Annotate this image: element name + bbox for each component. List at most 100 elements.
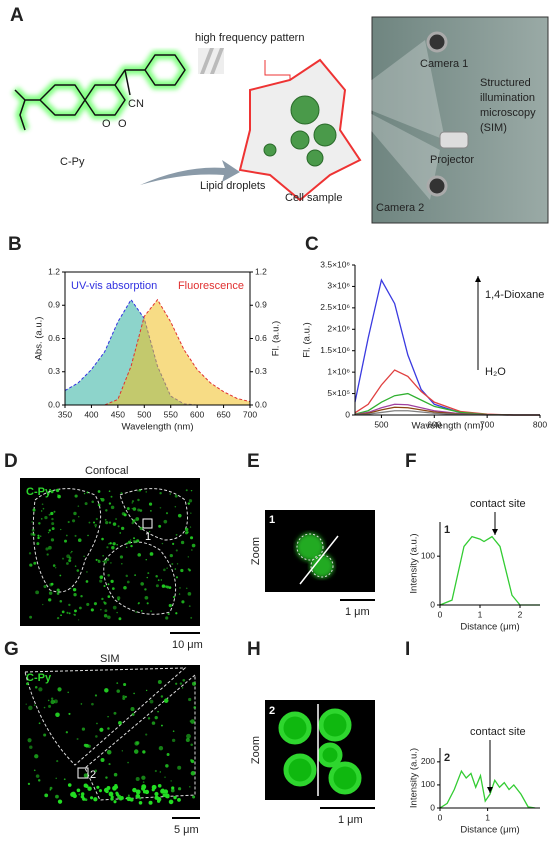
droplet bbox=[177, 798, 181, 802]
droplet bbox=[100, 757, 105, 762]
droplet bbox=[100, 497, 105, 502]
droplet bbox=[119, 532, 122, 534]
droplet bbox=[47, 531, 50, 534]
roi-label: 2 bbox=[269, 705, 275, 717]
droplet bbox=[60, 528, 62, 531]
x-tick-label: 1 bbox=[478, 609, 483, 619]
droplet bbox=[173, 795, 177, 800]
x-tick-label: 500 bbox=[374, 419, 388, 429]
annotation: contact site bbox=[470, 498, 526, 510]
droplet bbox=[131, 500, 135, 503]
droplet bbox=[122, 697, 126, 701]
y2-tick-label: 0.3 bbox=[255, 366, 267, 376]
droplet bbox=[190, 771, 196, 776]
x-tick-label: 350 bbox=[58, 409, 72, 419]
y-tick-label: 0 bbox=[430, 802, 435, 812]
droplet bbox=[73, 511, 77, 516]
droplet bbox=[116, 689, 120, 693]
droplet bbox=[159, 771, 161, 773]
droplet bbox=[190, 489, 193, 492]
droplet bbox=[66, 562, 69, 565]
droplet bbox=[130, 707, 135, 712]
droplet bbox=[190, 719, 195, 724]
droplet bbox=[137, 508, 141, 512]
droplet bbox=[175, 612, 178, 615]
panel-label: B bbox=[8, 234, 22, 255]
droplet bbox=[165, 764, 169, 768]
droplet bbox=[158, 746, 164, 751]
droplet bbox=[118, 617, 122, 621]
droplet bbox=[162, 793, 166, 798]
droplet bbox=[171, 738, 176, 743]
droplet bbox=[50, 699, 55, 705]
droplet bbox=[112, 542, 116, 546]
droplet bbox=[184, 531, 188, 535]
droplet bbox=[53, 699, 58, 704]
droplet bbox=[126, 796, 132, 802]
droplet bbox=[110, 495, 113, 498]
x-tick-label: 450 bbox=[111, 409, 125, 419]
droplet bbox=[56, 616, 60, 620]
droplet bbox=[186, 733, 191, 739]
droplet bbox=[110, 562, 112, 564]
droplet bbox=[116, 544, 118, 546]
droplet bbox=[160, 695, 164, 698]
droplet bbox=[80, 703, 83, 705]
droplet bbox=[164, 776, 166, 778]
droplet bbox=[119, 796, 124, 800]
y-tick-label: 2×10⁶ bbox=[327, 324, 350, 334]
droplet bbox=[118, 720, 122, 725]
droplet bbox=[102, 560, 104, 563]
droplet bbox=[144, 595, 149, 600]
droplet bbox=[73, 613, 77, 617]
droplet bbox=[121, 750, 123, 752]
atom-label: O bbox=[118, 118, 127, 130]
droplet bbox=[135, 517, 140, 521]
droplet bbox=[139, 509, 143, 512]
droplet bbox=[95, 735, 98, 738]
camera-label: Camera 2 bbox=[376, 202, 424, 214]
droplet bbox=[135, 776, 140, 781]
droplet bbox=[44, 793, 49, 798]
droplet bbox=[64, 539, 67, 543]
droplet bbox=[161, 724, 163, 727]
side-label: Zoom bbox=[250, 537, 262, 565]
droplet bbox=[105, 521, 109, 525]
droplet bbox=[40, 510, 43, 512]
y-tick-label: 5×10⁵ bbox=[327, 388, 350, 398]
panel-a: A O O CN C-Py high frequency pattern Lip… bbox=[10, 5, 549, 224]
droplet bbox=[125, 546, 128, 549]
droplet bbox=[68, 559, 72, 563]
droplet bbox=[166, 585, 170, 589]
droplet bbox=[86, 602, 90, 607]
droplet bbox=[192, 795, 196, 799]
droplet bbox=[160, 579, 163, 581]
panel-label: E bbox=[247, 451, 260, 472]
droplet bbox=[34, 754, 39, 759]
panel-label: F bbox=[405, 451, 417, 472]
cell-outline bbox=[24, 667, 196, 801]
molecule bbox=[11, 50, 190, 132]
droplet bbox=[185, 489, 188, 492]
droplet bbox=[187, 502, 191, 505]
x-tick-label: 700 bbox=[243, 409, 257, 419]
droplet bbox=[33, 704, 36, 706]
droplet bbox=[168, 799, 174, 805]
droplet bbox=[45, 547, 49, 551]
droplet bbox=[135, 793, 141, 799]
droplet bbox=[133, 537, 136, 540]
droplet bbox=[190, 743, 193, 747]
droplet bbox=[42, 507, 45, 510]
droplet bbox=[174, 506, 177, 508]
micrograph bbox=[20, 665, 200, 810]
droplet bbox=[74, 609, 77, 613]
droplet bbox=[170, 780, 172, 782]
cell bbox=[238, 58, 362, 202]
droplet bbox=[185, 737, 190, 743]
y-tick-label: 0 bbox=[430, 599, 435, 609]
droplet bbox=[74, 565, 77, 567]
image-panels: D Confocal C-Py 1 10 μm E 1 Zoom 1 μm G … bbox=[4, 451, 375, 836]
droplet bbox=[107, 615, 111, 620]
y-tick-label: 0.6 bbox=[48, 333, 60, 343]
droplet bbox=[98, 789, 102, 793]
